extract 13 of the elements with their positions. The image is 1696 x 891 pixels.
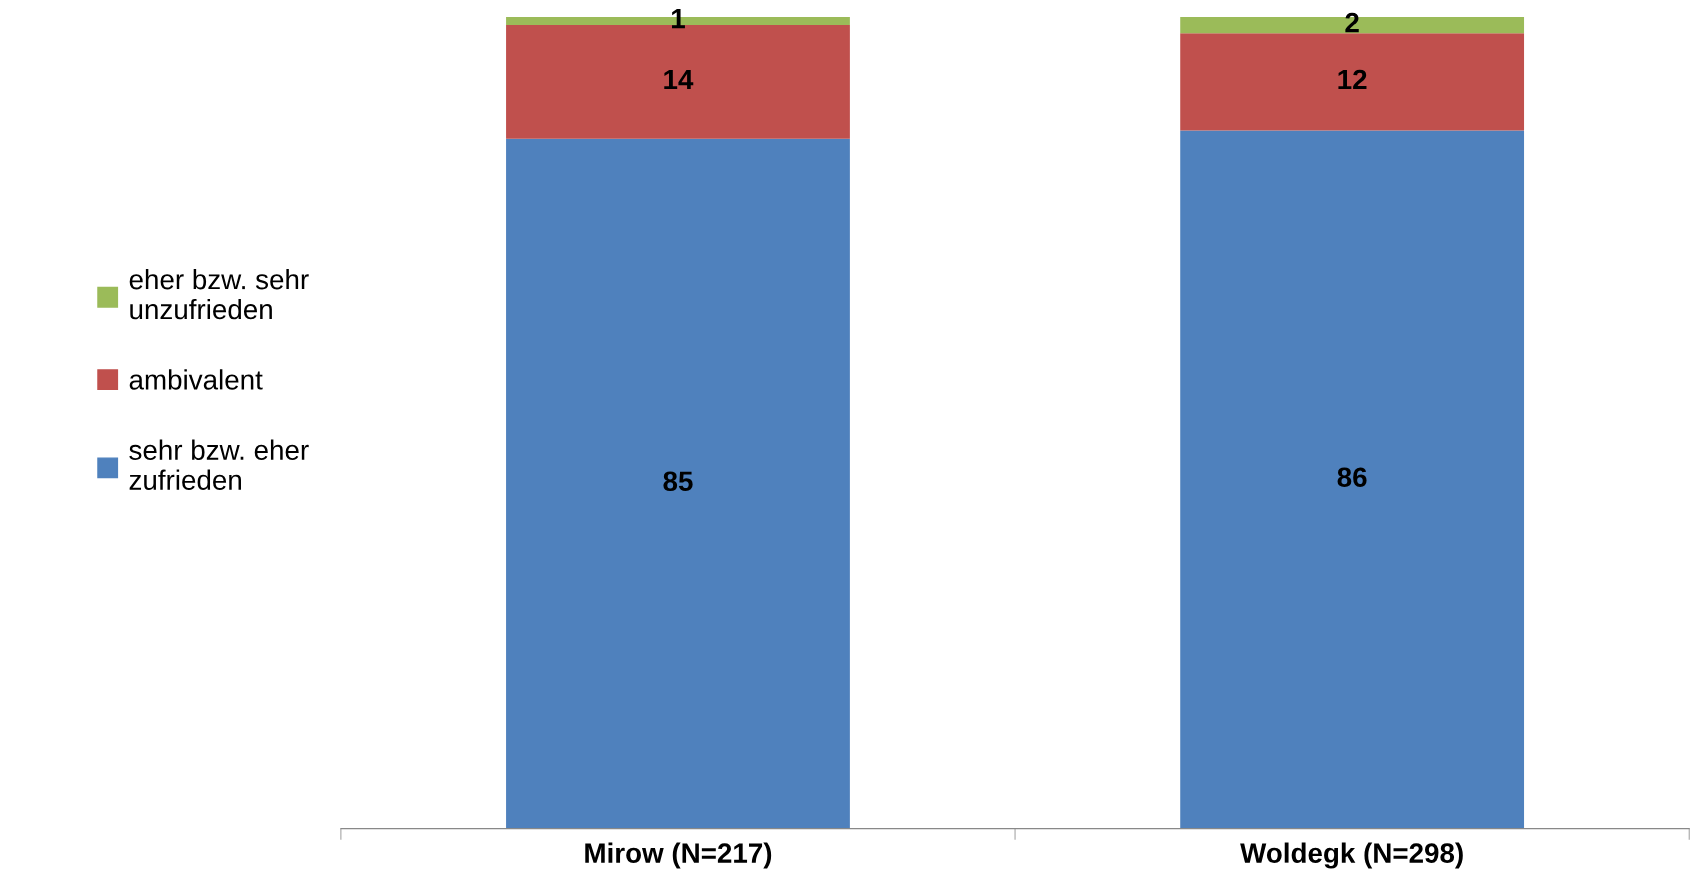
data-label: 86 xyxy=(1337,467,1367,488)
x-tick-label: Mirow (N=217) xyxy=(585,842,772,869)
bar xyxy=(506,138,850,829)
data-label: 14 xyxy=(664,69,694,90)
bar xyxy=(1180,130,1525,829)
data-label: 2 xyxy=(1345,12,1359,33)
bar xyxy=(1180,33,1525,131)
x-tick-label: Woldegk (N=298) xyxy=(1240,842,1463,869)
data-label: 12 xyxy=(1338,69,1367,90)
legend-label: eher bzw. sehr unzufrieden xyxy=(129,268,309,320)
data-label: 85 xyxy=(663,471,693,492)
legend-label: sehr bzw. eher zufrieden xyxy=(129,439,309,490)
legend-label: ambivalent xyxy=(129,369,263,390)
